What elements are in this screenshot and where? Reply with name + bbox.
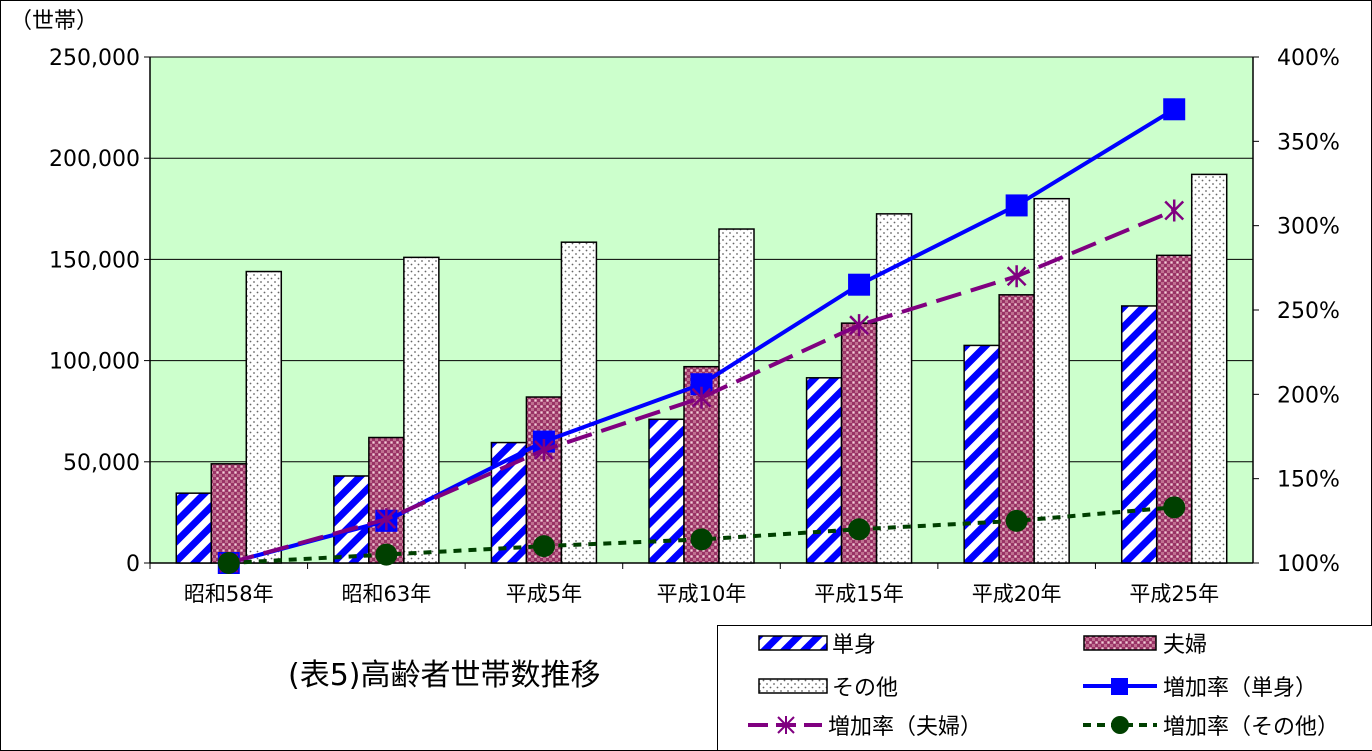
marker-circle	[375, 543, 398, 566]
marker-circle	[848, 518, 871, 541]
y-right-tick-label: 250%	[1277, 299, 1340, 324]
legend-swatch-rate-other	[1083, 716, 1157, 734]
marker-asterisk	[691, 386, 712, 409]
bar-single	[963, 344, 1000, 564]
x-tick-label: 平成5年	[506, 582, 582, 606]
y-left-tick-label: 0	[126, 552, 140, 577]
legend-item-couple: 夫婦	[1083, 628, 1207, 658]
x-tick-label: 昭和58年	[184, 582, 274, 606]
y-right-tick-label: 300%	[1277, 215, 1340, 240]
x-tick-label: 平成10年	[657, 582, 747, 606]
legend-swatch-rate-single	[1083, 678, 1157, 695]
y-left-tick-label: 150,000	[49, 248, 140, 273]
marker-circle	[1163, 496, 1186, 519]
legend-label-other: その他	[832, 676, 899, 701]
legend-item-single: 単身	[758, 628, 876, 658]
legend-label-single: 単身	[832, 633, 877, 658]
marker-circle	[532, 535, 555, 558]
bar-other	[560, 241, 598, 564]
y-right-tick-label: 400%	[1277, 46, 1340, 71]
marker-square	[1163, 98, 1186, 121]
legend-label-couple: 夫婦	[1163, 633, 1208, 658]
marker-asterisk	[1164, 199, 1185, 222]
legend-item-other: その他	[758, 671, 898, 701]
bar-single	[175, 492, 213, 564]
y-left-tick-label: 200,000	[49, 147, 140, 172]
x-tick-label: 平成20年	[972, 582, 1062, 606]
y-left-tick-label: 250,000	[49, 46, 140, 71]
marker-circle	[1005, 509, 1028, 532]
x-tick-label: 平成15年	[814, 582, 904, 606]
legend-item-rate-other: 増加率（その他）	[1083, 710, 1339, 740]
y-left-tick-label: 100,000	[49, 350, 140, 375]
legend-label-rate-couple: 増加率（夫婦）	[828, 715, 983, 740]
marker-square	[690, 373, 713, 396]
bar-single	[1120, 305, 1158, 564]
x-tick-label: 昭和63年	[341, 582, 431, 606]
marker-square	[848, 273, 871, 296]
legend-swatch-other	[758, 678, 828, 694]
marker-asterisk	[534, 438, 554, 461]
y-right-tick-label: 100%	[1277, 552, 1340, 577]
bar-couple	[210, 463, 248, 564]
bar-other	[245, 270, 283, 564]
bar-other	[1033, 197, 1070, 564]
bar-single	[490, 441, 528, 564]
marker-circle	[217, 552, 240, 574]
bar-single	[333, 475, 370, 564]
y-right-tick-label: 200%	[1277, 383, 1340, 408]
bar-other	[718, 228, 755, 564]
bar-other	[1190, 173, 1228, 564]
y-left-tick-label: 50,000	[63, 451, 140, 476]
legend-label-rate-single: 増加率（単身）	[1163, 676, 1318, 701]
bar-single	[805, 377, 843, 564]
y-right-tick-label: 350%	[1277, 130, 1340, 155]
legend-label-rate-other: 増加率（その他）	[1163, 715, 1340, 740]
marker-asterisk	[376, 508, 397, 531]
marker-circle	[690, 528, 713, 551]
bar-other	[403, 256, 440, 564]
y-right-tick-label: 150%	[1277, 468, 1340, 493]
x-tick-label: 平成25年	[1129, 582, 1219, 606]
legend-swatch-couple	[1083, 635, 1157, 651]
legend-item-rate-single: 増加率（単身）	[1083, 671, 1317, 701]
bar-couple	[368, 436, 405, 564]
marker-asterisk	[1006, 265, 1027, 288]
marker-asterisk	[849, 314, 869, 337]
marker-square	[1005, 194, 1028, 217]
legend-swatch-single	[758, 635, 828, 651]
legend-swatch-rate-couple	[748, 716, 822, 734]
chart-title: (表5)高齢者世帯数推移	[288, 658, 601, 693]
legend: 単身 夫婦 その他 増加率（単身） 増加率（夫婦） 増加率（その他）	[717, 625, 1372, 751]
y-left-unit-label: （世帯）	[10, 9, 98, 34]
legend-item-rate-couple: 増加率（夫婦）	[748, 710, 982, 740]
